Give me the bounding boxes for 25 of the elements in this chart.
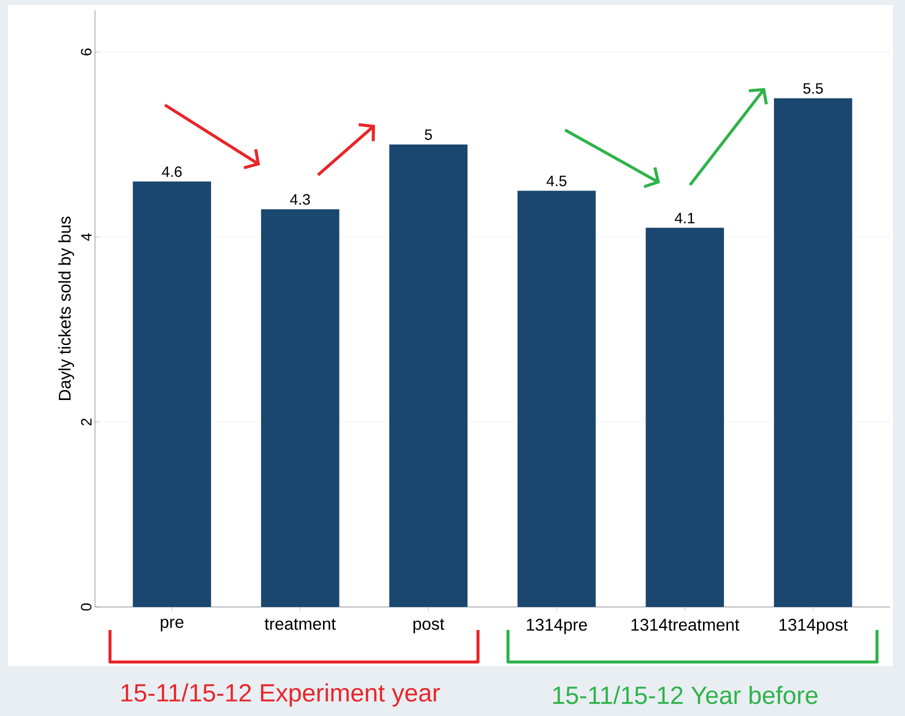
bar [132, 181, 212, 607]
x-tick-label: 1314pre [526, 618, 587, 634]
y-tick-label: 6 [80, 48, 92, 56]
text: 15-11/15-12 Experiment year [122, 683, 440, 707]
data-label: 4.1 [674, 212, 695, 224]
x-tick-label: treatment [264, 618, 336, 630]
text: 15-11/15-12 Year before [553, 686, 818, 704]
bar [774, 98, 852, 607]
data-label: 4.5 [546, 176, 566, 186]
bar [646, 228, 724, 607]
bar [518, 190, 596, 607]
x-tick-label: 1314treatment [632, 618, 740, 631]
data-label: 5.5 [803, 83, 823, 94]
y-tick-label: 0 [80, 603, 92, 611]
bar [261, 209, 340, 607]
x-tick-label: pre [160, 618, 184, 632]
y-tick-label: 2 [81, 418, 92, 426]
bar [389, 144, 468, 607]
data-label: 4.3 [290, 194, 310, 205]
y-tick-label: 4 [81, 233, 92, 241]
x-tick-label: post [413, 618, 444, 634]
data-label: 5 [424, 130, 432, 140]
data-label: 4.6 [162, 166, 182, 177]
y-axis-title: Dayly tickets sold by bus [58, 216, 74, 400]
x-tick-label: 1314post [780, 618, 848, 634]
